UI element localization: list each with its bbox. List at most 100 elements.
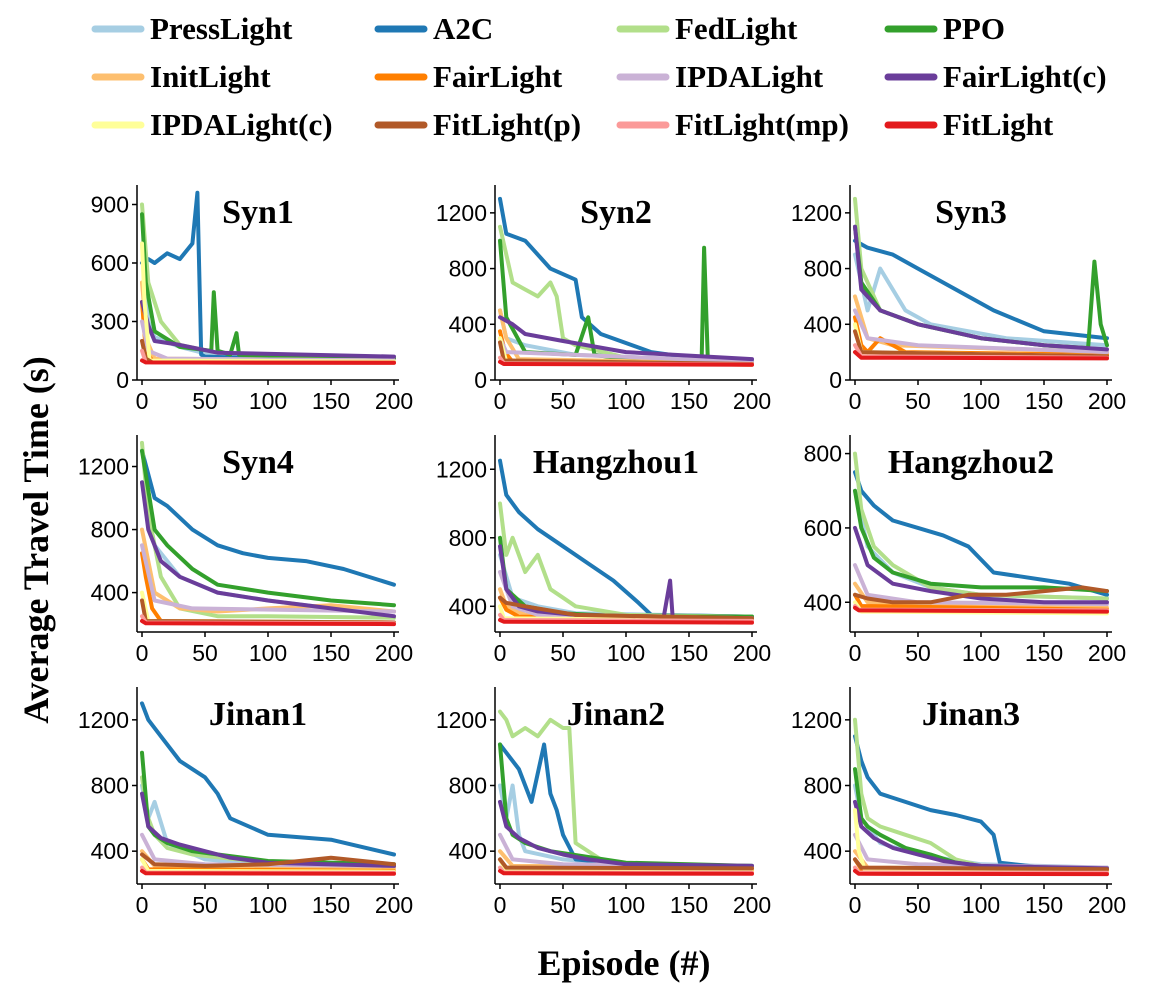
- series-fairlight-c: [140, 791, 396, 868]
- y-tick-label: 800: [449, 525, 487, 551]
- y-tick-label: 800: [91, 773, 129, 799]
- x-tick-label: 150: [312, 388, 350, 414]
- x-tick-label: 0: [136, 388, 149, 414]
- panel-title: Jinan2: [567, 696, 665, 733]
- series-fitlight-p: [498, 857, 754, 871]
- series-a2c: [498, 458, 754, 619]
- x-tick-label: 200: [1088, 388, 1126, 414]
- series-fairlight-c: [498, 799, 754, 868]
- panel-syn1: 0 300 600 900 0 50 100 150 200 Syn1: [91, 185, 413, 414]
- legend-item-fitlight-p: FitLight(p): [374, 107, 581, 142]
- y-tick-label: 400: [449, 593, 487, 619]
- legend-item-fairlight: FairLight: [374, 59, 563, 94]
- y-tick-label: 400: [91, 838, 129, 864]
- series-presslight: [498, 783, 754, 868]
- series-a2c: [853, 734, 1109, 872]
- y-tick-label: 800: [804, 773, 842, 799]
- y-tick-label: 400: [449, 311, 487, 337]
- series-presslight: [140, 783, 396, 868]
- series-ppo: [853, 488, 1109, 594]
- y-tick-label: 1200: [78, 707, 129, 733]
- panel-title: Jinan1: [209, 696, 307, 733]
- panel-hangzhou2: 400 600 800 0 50 100 150 200 Hangzhou2: [804, 435, 1126, 666]
- x-tick-label: 150: [670, 388, 708, 414]
- series-group: [853, 196, 1109, 361]
- panel-jinan3: 400 800 1200 0 50 100 150 200 Jinan3: [791, 687, 1126, 918]
- y-tick-label: 1200: [436, 456, 487, 482]
- y-axis-label: Average Travel Time (s): [16, 356, 56, 724]
- series-fitlight: [853, 605, 1109, 614]
- x-tick-label: 100: [607, 640, 645, 666]
- x-tick-label: 0: [494, 640, 507, 666]
- series-ppo: [853, 767, 1109, 872]
- legend-label: FitLight: [943, 107, 1054, 142]
- series-fairlight-c: [853, 224, 1109, 352]
- x-tick-label: 100: [249, 388, 287, 414]
- x-tick-label: 150: [312, 892, 350, 918]
- series-fairlight-c: [140, 480, 396, 619]
- y-tick-label: 400: [449, 838, 487, 864]
- x-tick-label: 200: [1088, 892, 1126, 918]
- panel-jinan2: 400 800 1200 0 50 100 150 200 Jinan2: [436, 687, 771, 918]
- series-group: [498, 709, 754, 876]
- legend-label: FitLight(p): [433, 107, 581, 142]
- y-tick-label: 400: [804, 589, 842, 615]
- series-ppo: [140, 212, 396, 361]
- legend-label: InitLight: [150, 59, 271, 94]
- x-tick-label: 50: [192, 892, 218, 918]
- series-fitlight: [498, 359, 754, 367]
- series-fitlight-p: [853, 585, 1109, 605]
- y-tick-label: 600: [91, 250, 129, 276]
- legend-label: PressLight: [150, 11, 293, 46]
- x-tick-label: 200: [375, 388, 413, 414]
- series-fitlight: [498, 868, 754, 876]
- series-fitlight-p: [853, 329, 1109, 359]
- legend-label: PPO: [943, 11, 1005, 46]
- series-fairlight-c: [498, 315, 754, 362]
- series-fitlight: [498, 618, 754, 625]
- y-tick-label: 400: [91, 580, 129, 606]
- x-tick-label: 0: [494, 892, 507, 918]
- series-group: [853, 717, 1109, 877]
- series-a2c: [853, 238, 1109, 341]
- panel-syn4: 400 800 1200 0 50 100 150 200 Syn4: [78, 435, 413, 666]
- series-fitlight-p: [853, 857, 1109, 872]
- series-a2c: [140, 701, 396, 857]
- y-tick-label: 800: [449, 256, 487, 282]
- panel-syn2: 0 400 800 1200 0 50 100 150 200 Syn2: [436, 185, 771, 414]
- x-tick-label: 100: [607, 892, 645, 918]
- y-tick-label: 0: [474, 367, 487, 393]
- x-tick-label: 0: [136, 640, 149, 666]
- panels: 0 300 600 900 0 50 100 150 200 Syn1 0 400 800 1200 0 50…: [78, 185, 1126, 918]
- x-tick-label: 50: [905, 640, 931, 666]
- legend-item-fitlight: FitLight: [884, 107, 1054, 142]
- series-fitlight: [140, 868, 396, 876]
- x-tick-label: 0: [136, 892, 149, 918]
- x-tick-label: 0: [494, 388, 507, 414]
- series-fairlight-c: [853, 799, 1109, 871]
- legend-label: FairLight: [433, 59, 563, 94]
- y-tick-label: 400: [804, 311, 842, 337]
- series-fitlight: [140, 358, 396, 365]
- panel-title: Hangzhou2: [888, 444, 1054, 481]
- y-tick-label: 1200: [436, 200, 487, 226]
- x-tick-label: 0: [849, 640, 862, 666]
- legend-item-presslight: PressLight: [91, 11, 293, 46]
- x-tick-label: 200: [733, 892, 771, 918]
- legend-item-fitlight-mp: FitLight(mp): [616, 107, 849, 142]
- series-group: [140, 190, 396, 365]
- series-a2c: [140, 448, 396, 587]
- y-tick-label: 0: [116, 367, 129, 393]
- panel-syn3: 0 400 800 1200 0 50 100 150 200 Syn3: [791, 185, 1126, 414]
- x-tick-label: 50: [550, 388, 576, 414]
- x-tick-label: 150: [670, 892, 708, 918]
- x-tick-label: 200: [733, 388, 771, 414]
- series-group: [498, 196, 754, 367]
- x-tick-label: 150: [312, 640, 350, 666]
- series-group: [498, 458, 754, 625]
- series-presslight: [853, 252, 1109, 348]
- series-group: [140, 701, 396, 876]
- legend-item-fairlight-c: FairLight(c): [884, 59, 1107, 94]
- panel-title: Hangzhou1: [533, 444, 699, 481]
